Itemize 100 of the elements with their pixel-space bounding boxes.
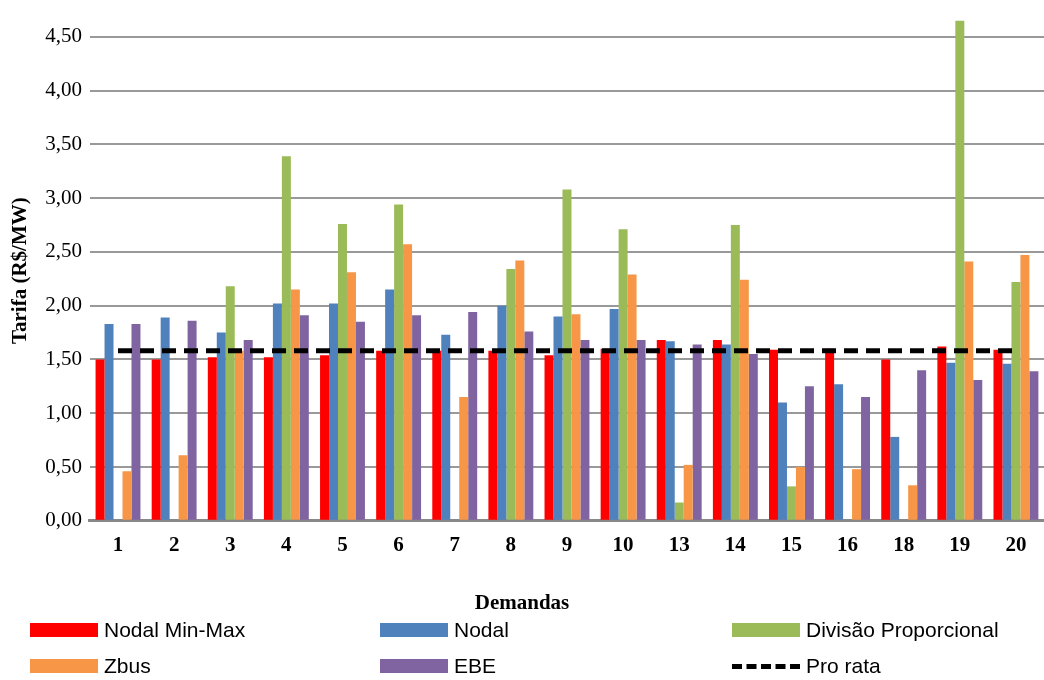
bar (160, 317, 170, 520)
bar (299, 315, 309, 520)
bar (346, 272, 356, 520)
bar (955, 20, 965, 520)
x-tick-label: 8 (505, 531, 517, 556)
bar (964, 261, 974, 520)
bar (329, 303, 338, 520)
bar (881, 359, 891, 520)
bar (795, 467, 805, 520)
bar (1020, 255, 1030, 520)
bar (937, 346, 947, 520)
bar (281, 156, 291, 520)
y-tick-label: 3,50 (45, 130, 82, 155)
legend-label: Zbus (104, 654, 151, 678)
bar (973, 379, 983, 520)
y-tick-label: 2,50 (45, 238, 82, 263)
bar (178, 455, 188, 520)
legend-label: Divisão Proporcional (806, 618, 999, 642)
bar (263, 357, 273, 520)
bar (692, 344, 702, 520)
bar (272, 303, 282, 520)
x-tick-label: 15 (780, 531, 802, 556)
bar (804, 386, 814, 520)
bar (290, 289, 300, 520)
bar (636, 340, 646, 520)
bar (104, 323, 114, 520)
x-tick-label: 14 (724, 531, 747, 556)
bar (234, 350, 244, 520)
bar (95, 359, 105, 520)
bar (385, 289, 395, 520)
y-tick-label: 0,00 (45, 507, 82, 532)
bar (468, 312, 478, 520)
bar (355, 321, 365, 520)
x-tick-label: 9 (561, 531, 573, 556)
bar (1011, 282, 1021, 520)
bar (786, 486, 796, 520)
bar (562, 189, 572, 520)
bar (1029, 371, 1039, 520)
bar (571, 314, 581, 520)
x-axis-title: Demandas (473, 590, 571, 615)
bar (131, 323, 141, 520)
bar (665, 341, 675, 520)
bar (394, 204, 404, 520)
bar (834, 384, 844, 520)
x-tick-label: 1 (112, 531, 124, 556)
bar (441, 334, 451, 520)
bar (488, 350, 498, 520)
bar (730, 224, 740, 520)
x-tick-label: 6 (393, 531, 404, 556)
legend-label: EBE (454, 654, 497, 678)
x-tick-label: 2 (168, 531, 180, 556)
x-tick-label: 5 (337, 531, 348, 556)
bar (890, 436, 900, 520)
bar (207, 357, 217, 520)
bar (683, 464, 693, 520)
bar (225, 286, 235, 520)
bar (917, 370, 927, 520)
legend-label: Nodal Min-Max (104, 618, 246, 642)
bar (459, 397, 469, 520)
y-tick-label: 4,00 (45, 77, 82, 102)
bar (524, 331, 534, 520)
legend-label: Nodal (454, 618, 509, 642)
x-tick-label: 3 (225, 531, 236, 556)
bar (656, 340, 666, 520)
y-tick-label: 0,50 (45, 453, 82, 478)
bar (674, 502, 684, 520)
bar (739, 279, 749, 520)
bar (506, 269, 516, 520)
bar (908, 485, 918, 520)
bar (1002, 363, 1012, 520)
bar (618, 229, 628, 520)
legend-label: Pro rata (806, 654, 881, 678)
bar (243, 340, 253, 520)
bar (627, 274, 637, 520)
bar (376, 350, 386, 520)
y-tick-label: 2,00 (45, 292, 82, 317)
bar (151, 359, 161, 520)
x-tick-label: 20 (1005, 531, 1027, 556)
bar (993, 349, 1003, 520)
bar (338, 223, 347, 520)
bar (712, 340, 722, 520)
bar (946, 362, 956, 520)
bar (412, 315, 422, 520)
x-tick-label: 10 (612, 531, 634, 556)
bar (187, 320, 197, 520)
x-tick-label: 18 (893, 531, 915, 556)
bar (432, 350, 442, 520)
bar (721, 344, 731, 520)
x-tick-label: 16 (837, 531, 859, 556)
bar (544, 355, 554, 520)
x-tick-label: 13 (668, 531, 690, 556)
bar (748, 354, 758, 520)
x-tick-label: 19 (949, 531, 971, 556)
y-tick-label: 1,50 (45, 345, 82, 370)
y-axis-title: Tarifa (R$/MW) (7, 197, 32, 345)
bar (122, 471, 132, 520)
y-tick-label: 4,50 (45, 23, 82, 48)
bar (600, 348, 610, 520)
bar (769, 349, 778, 520)
bar (861, 397, 871, 520)
